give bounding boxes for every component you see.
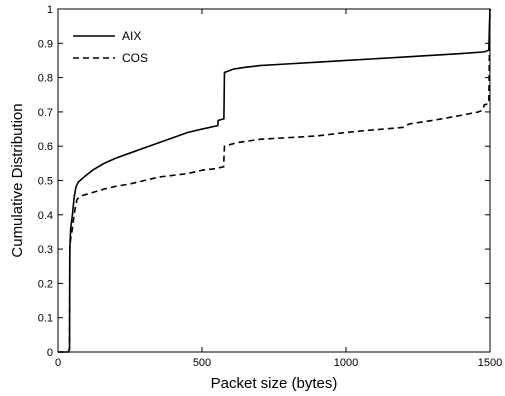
y-axis: 0 0.1 0.2 0.3 0.4 0.5 0.6 0.7 0.8 0.9 1 <box>38 4 490 359</box>
x-tick-label: 1000 <box>334 357 358 369</box>
y-tick-label: 0 <box>47 347 53 359</box>
y-tick-label: 0.8 <box>38 73 53 85</box>
x-axis-label: Packet size (bytes) <box>211 375 338 392</box>
series-line-cos <box>58 8 491 353</box>
y-tick-label: 0.5 <box>38 176 53 188</box>
series-line-aix <box>58 8 491 353</box>
y-tick-label: 0.4 <box>38 210 53 222</box>
y-axis-label: Cumulative Distribution <box>9 103 26 257</box>
legend: AIX COS <box>73 29 148 65</box>
y-tick-label: 1 <box>47 4 53 16</box>
x-tick-label: 1500 <box>478 357 502 369</box>
y-tick-label: 0.3 <box>38 244 53 256</box>
x-tick-label: 500 <box>193 357 211 369</box>
legend-label-aix: AIX <box>122 29 141 43</box>
y-tick-label: 0.2 <box>38 278 53 290</box>
x-axis: 0 500 1000 1500 <box>55 9 502 369</box>
legend-label-cos: COS <box>122 51 148 65</box>
y-tick-label: 0.7 <box>38 107 53 119</box>
y-tick-label: 0.1 <box>38 313 53 325</box>
plot-area <box>58 8 491 353</box>
x-tick-label: 0 <box>55 357 61 369</box>
y-tick-label: 0.9 <box>38 38 53 50</box>
y-tick-label: 0.6 <box>38 141 53 153</box>
